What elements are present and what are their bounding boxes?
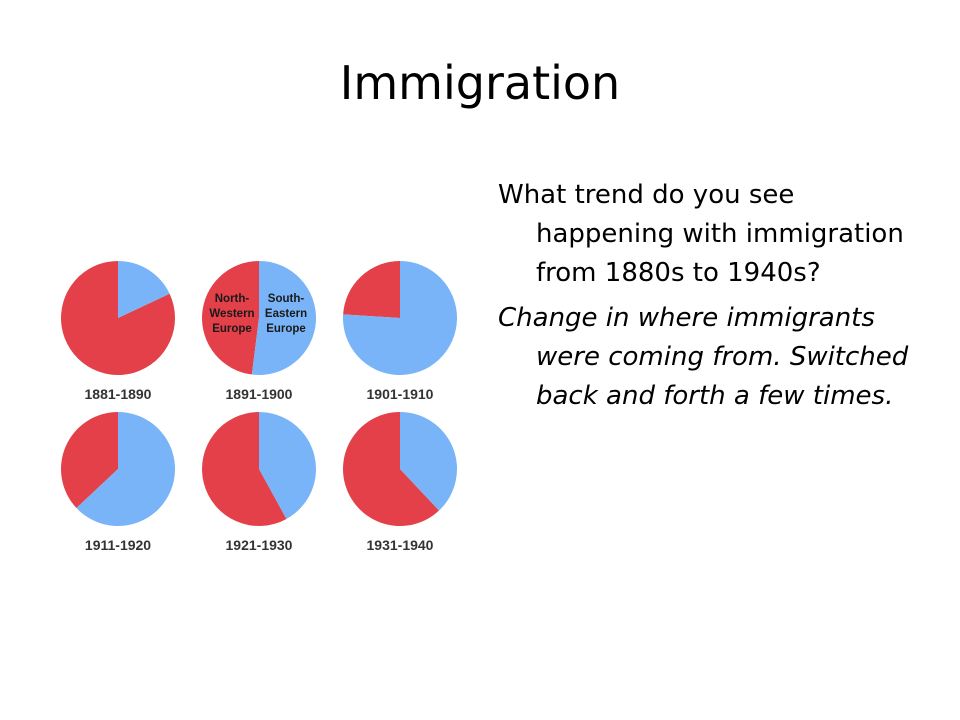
legend-north-western-europe: Western [209, 308, 254, 320]
pie-1931-1940: 1931-1940 [342, 412, 457, 553]
slice-south-eastern-europe [76, 412, 176, 526]
slice-north-western-europe [202, 412, 287, 526]
pie-1921-1930: 1921-1930 [202, 412, 317, 553]
pie-1881-1890: 1881-1890 [61, 261, 176, 402]
pie-year-label: 1891-1900 [226, 386, 293, 402]
slice-south-eastern-europe [251, 261, 317, 375]
slice-south-eastern-europe [400, 412, 457, 511]
pie-1891-1900: 1891-1900 North- Western Europe South- Easter… [202, 261, 317, 402]
slide-title: Immigration [339, 56, 621, 110]
pie-1911-1920: 1911-1920 [61, 412, 176, 553]
slice-north-western-europe [61, 261, 176, 375]
pie-chart-grid: 1881-1890 1891-1900 North- Western Europe Sou… [61, 261, 457, 553]
legend-south-eastern-europe: South- [268, 293, 305, 305]
pie-1901-1910: 1901-1910 [342, 261, 457, 402]
pie-year-label: 1911-1920 [85, 537, 151, 553]
pie-year-label: 1931-1940 [367, 537, 434, 553]
answer-text: Change in where immigrants were coming f… [498, 303, 909, 411]
question-text: What trend do you see happening with imm… [498, 180, 904, 288]
pie-year-label: 1901-1910 [367, 386, 434, 402]
slice-north-western-europe [343, 261, 400, 318]
legend-south-eastern-europe: Eastern [265, 308, 307, 320]
pie-year-label: 1921-1930 [226, 537, 293, 553]
legend-south-eastern-europe: Europe [266, 323, 306, 335]
slice-south-eastern-europe [342, 261, 457, 375]
slice-north-western-europe [202, 261, 259, 375]
immigration-pie-charts: 1881-1890 1891-1900 North- Western Europe Sou… [44, 248, 474, 568]
legend-north-western-europe: Europe [212, 323, 252, 335]
pie-year-label: 1881-1890 [85, 386, 152, 402]
slice-south-eastern-europe [259, 412, 317, 519]
slice-north-western-europe [61, 412, 118, 509]
slide-body: What trend do you see happening with imm… [498, 176, 938, 422]
legend-north-western-europe: North- [215, 293, 250, 305]
slice-north-western-europe [342, 412, 440, 526]
slice-south-eastern-europe [118, 261, 170, 318]
